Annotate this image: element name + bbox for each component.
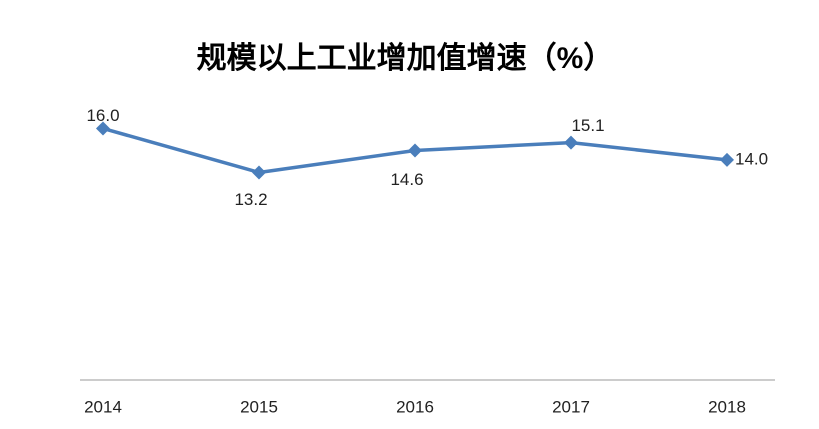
- x-tick-label: 2016: [396, 397, 434, 416]
- data-label: 14.0: [735, 149, 768, 168]
- data-label: 13.2: [234, 190, 267, 209]
- x-tick-label: 2014: [84, 397, 122, 416]
- x-tick-label: 2015: [240, 397, 278, 416]
- point-marker: [564, 135, 578, 150]
- point-marker: [96, 121, 110, 136]
- point-marker: [720, 152, 734, 167]
- data-label: 16.0: [86, 106, 119, 125]
- x-tick-label: 2018: [708, 397, 746, 416]
- point-marker: [252, 165, 266, 180]
- data-label: 15.1: [571, 116, 604, 135]
- chart-title: 规模以上工业增加值增速（%）: [197, 41, 614, 75]
- x-tick-label: 2017: [552, 397, 590, 416]
- data-label: 14.6: [390, 170, 423, 189]
- point-marker: [408, 143, 422, 158]
